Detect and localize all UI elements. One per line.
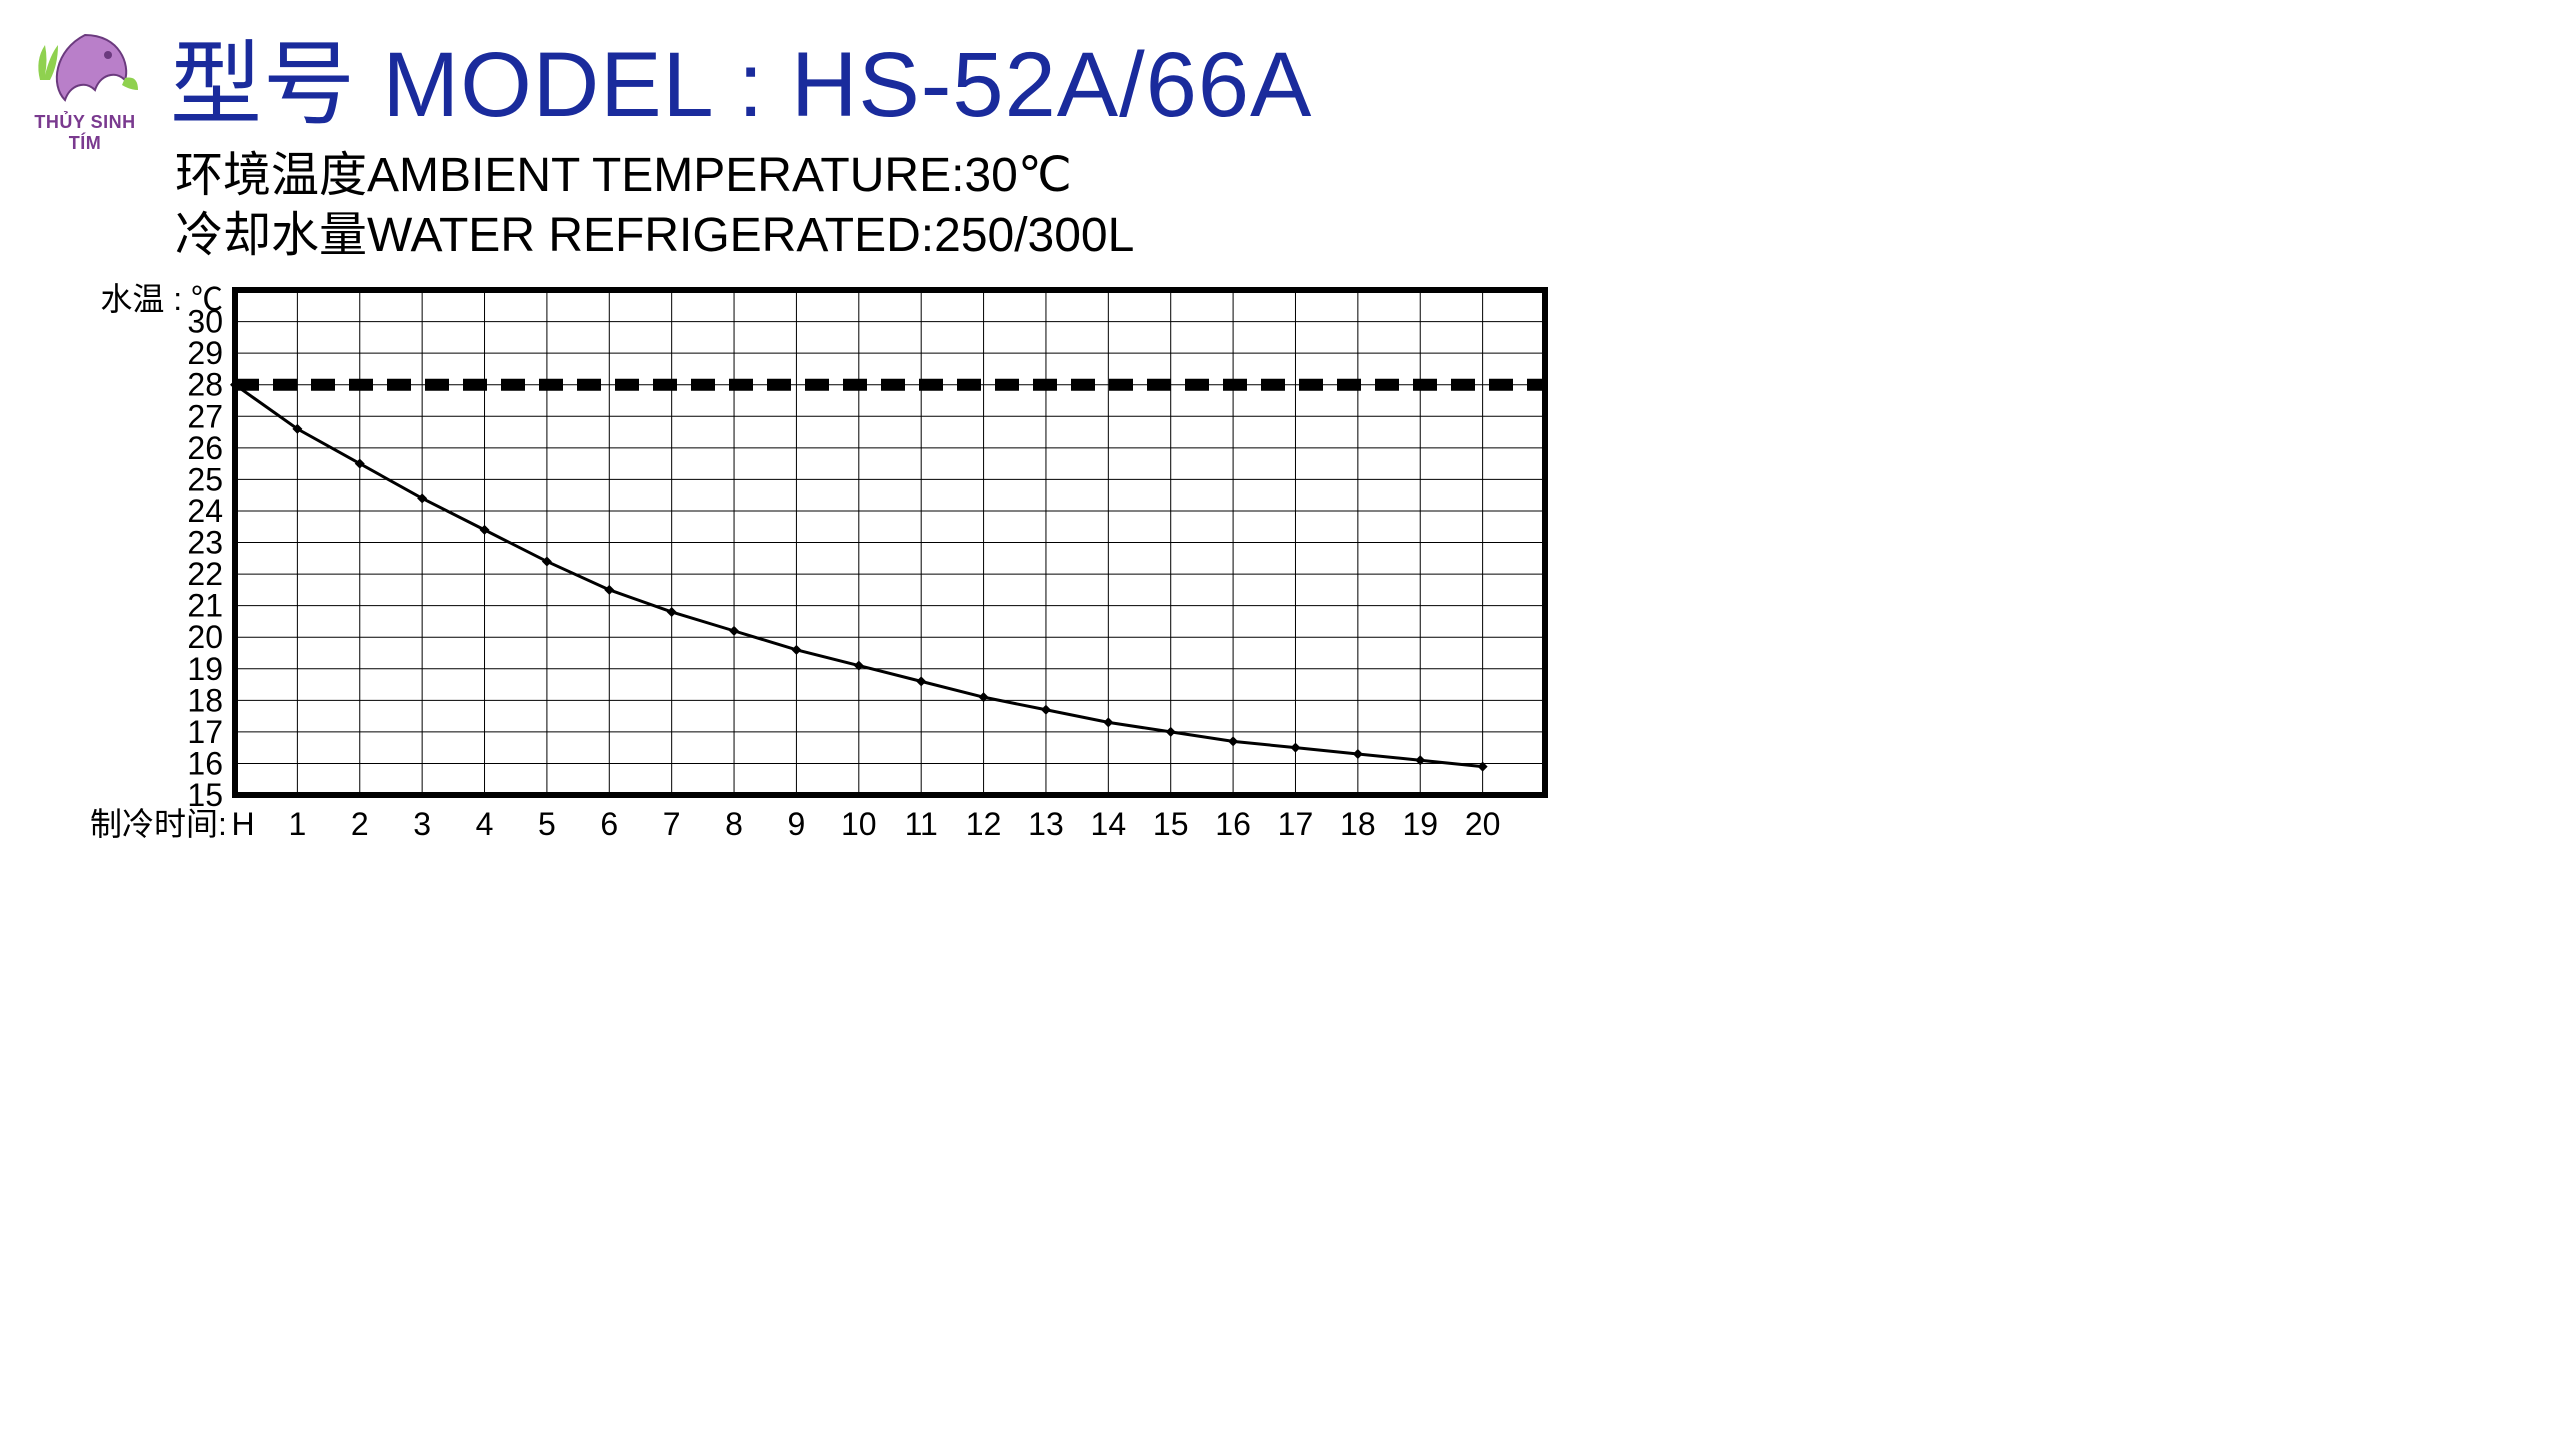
svg-text:25: 25: [187, 461, 223, 497]
svg-text:4: 4: [476, 806, 494, 842]
svg-text:15: 15: [1153, 806, 1189, 842]
svg-text:21: 21: [187, 588, 223, 624]
svg-text:16: 16: [1215, 806, 1251, 842]
svg-text:17: 17: [1278, 806, 1314, 842]
svg-text:5: 5: [538, 806, 556, 842]
svg-text:水温 : ℃: 水温 : ℃: [100, 281, 223, 317]
svg-text:制冷时间:: 制冷时间:: [90, 806, 227, 842]
svg-text:18: 18: [1340, 806, 1376, 842]
svg-text:13: 13: [1028, 806, 1064, 842]
svg-text:16: 16: [187, 745, 223, 781]
svg-text:7: 7: [663, 806, 681, 842]
svg-text:2: 2: [351, 806, 369, 842]
svg-text:19: 19: [1402, 806, 1438, 842]
svg-text:28: 28: [187, 367, 223, 403]
svg-text:3: 3: [413, 806, 431, 842]
brand-logo: THỦY SINH TÍM: [20, 20, 150, 154]
svg-text:18: 18: [187, 682, 223, 718]
svg-text:19: 19: [187, 651, 223, 687]
svg-text:23: 23: [187, 525, 223, 561]
svg-text:29: 29: [187, 335, 223, 371]
model-title: 型号 MODEL : HS-52A/66A: [170, 10, 1312, 143]
svg-text:6: 6: [600, 806, 618, 842]
fish-logo-icon: [30, 20, 140, 110]
svg-text:11: 11: [905, 806, 938, 842]
svg-text:9: 9: [788, 806, 806, 842]
chart-svg: 15161718192021222324252627282930水温 : ℃12…: [80, 280, 1560, 870]
svg-text:20: 20: [187, 619, 223, 655]
svg-text:22: 22: [187, 556, 223, 592]
svg-text:27: 27: [187, 398, 223, 434]
svg-text:20: 20: [1465, 806, 1501, 842]
page-root: THỦY SINH TÍM 型号 MODEL : HS-52A/66A 环境温度…: [0, 0, 2558, 1440]
svg-text:24: 24: [187, 493, 223, 529]
svg-text:12: 12: [966, 806, 1002, 842]
svg-text:26: 26: [187, 430, 223, 466]
svg-text:17: 17: [187, 714, 223, 750]
brand-logo-text: THỦY SINH TÍM: [20, 112, 150, 154]
svg-text:14: 14: [1091, 806, 1127, 842]
svg-text:8: 8: [725, 806, 743, 842]
svg-text:H: H: [231, 806, 254, 842]
water-refrigerated-label: 冷却水量WATER REFRIGERATED:250/300L: [175, 195, 1134, 265]
cooling-chart: 15161718192021222324252627282930水温 : ℃12…: [80, 280, 1560, 875]
svg-text:10: 10: [841, 806, 877, 842]
svg-text:1: 1: [288, 806, 306, 842]
